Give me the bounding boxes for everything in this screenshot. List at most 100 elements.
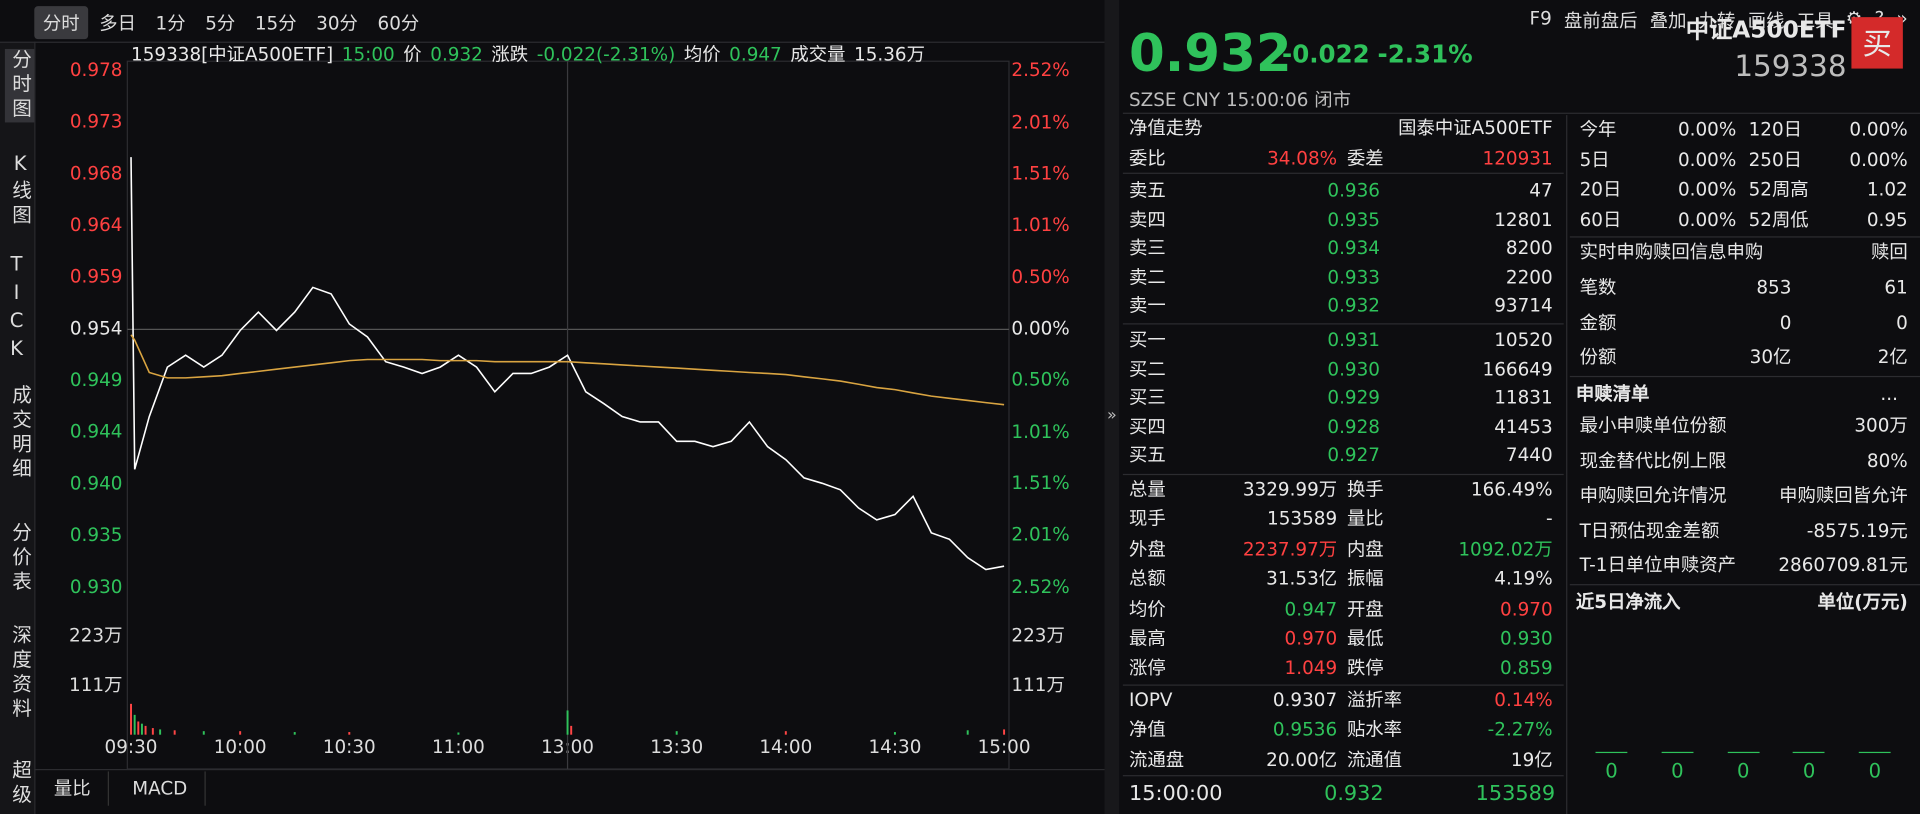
y-tick-label: 0.949 — [70, 370, 123, 391]
volume-bar — [293, 732, 296, 735]
period-tab[interactable]: 60分 — [377, 11, 420, 34]
return-label: 60日 — [1579, 208, 1622, 231]
field-value: 0.970 — [1500, 597, 1553, 620]
section-title: 近5日净流入 — [1575, 590, 1681, 613]
indicator-tab[interactable]: 量比 — [37, 771, 109, 806]
tool-button[interactable]: 盘前盘后 — [1564, 9, 1638, 32]
ask-price: 0.932 — [1327, 294, 1381, 317]
inflow-value: 0 — [1736, 759, 1750, 783]
side-tab[interactable]: 深度资料 — [8, 624, 32, 723]
ask-label: 卖一 — [1128, 294, 1166, 317]
period-tab[interactable]: 5分 — [205, 11, 236, 34]
volume-bar — [457, 732, 460, 735]
price-change: -0.022 — [1282, 39, 1370, 69]
list-value: 80% — [1866, 449, 1908, 472]
x-tick-label: 10:30 — [323, 737, 376, 758]
tool-button[interactable]: 画线 — [1747, 9, 1785, 32]
tool-button[interactable]: 九转 — [1698, 9, 1736, 32]
collapse-handle[interactable]: » — [1106, 406, 1117, 425]
y-tick-label: 0.968 — [70, 163, 123, 184]
y-tick-label: 0.978 — [70, 60, 123, 81]
divider — [1122, 112, 1920, 114]
volume-bar — [239, 731, 242, 735]
field-value: 20.00亿 — [1266, 748, 1338, 771]
period-tab[interactable]: 15分 — [254, 11, 297, 34]
volume-bar — [570, 725, 573, 735]
y2-tick-label: 2.52% — [1011, 577, 1069, 598]
tool-button[interactable]: 工具 — [1796, 9, 1834, 32]
ask-volume: 8200 — [1505, 236, 1553, 259]
side-tab[interactable]: K线图 — [8, 151, 32, 229]
return-value: 0.95 — [1866, 208, 1908, 231]
inflow-bar — [1793, 751, 1825, 754]
volume-bar — [348, 732, 351, 735]
x-tick-label: 14:30 — [868, 737, 921, 758]
side-tab[interactable]: 分价表 — [8, 521, 32, 596]
list-value: 300万 — [1854, 414, 1908, 437]
bid-price: 0.931 — [1327, 328, 1381, 351]
side-tab[interactable]: 超级 — [8, 759, 32, 809]
intraday-chart: 0.978 0.973 0.968 0.964 0.959 0.954 0.949 0.944… — [69, 60, 1070, 770]
volume-bar — [675, 731, 678, 735]
field-value: 0.14% — [1494, 688, 1553, 711]
field-value: - — [1546, 508, 1553, 531]
bid-volume: 166649 — [1482, 357, 1553, 380]
volume-bar — [151, 728, 154, 735]
tool-button[interactable]: F9 — [1529, 7, 1552, 30]
field-value: 3329.99万 — [1242, 478, 1338, 501]
splitter[interactable] — [1104, 0, 1120, 814]
y2-tick-label: 0.00% — [1011, 318, 1069, 339]
volume-bar — [966, 730, 969, 735]
y2-tick-label: 1.51% — [1011, 164, 1069, 185]
buy-label[interactable]: 买 — [1862, 26, 1892, 62]
volume-bar — [130, 703, 133, 735]
toolbar: 分时 多日 1分 5分 15分 30分 60分 — [34, 5, 1102, 39]
volume-bar — [202, 731, 205, 735]
ask-volume: 93714 — [1494, 294, 1553, 317]
period-tab[interactable]: 1分 — [155, 11, 186, 34]
bid-volume: 11831 — [1494, 386, 1553, 409]
period-tab[interactable]: 多日 — [99, 11, 136, 34]
return-label: 120日 — [1748, 118, 1803, 141]
divider — [0, 41, 1105, 43]
period-tab[interactable]: 30分 — [316, 11, 358, 34]
volume-bar — [133, 714, 136, 735]
list-label: T-1日单位申赎资产 — [1579, 554, 1737, 577]
creation-value: 0 — [1896, 311, 1908, 334]
chart-info: 159338[中证A500ETF] — [131, 43, 334, 66]
field-label: 流通盘 — [1128, 748, 1185, 771]
field-label: 总量 — [1128, 478, 1166, 501]
ask-volume: 2200 — [1505, 265, 1553, 288]
y2-tick-label: 1.01% — [1011, 422, 1069, 443]
field-label: 跌停 — [1346, 657, 1384, 680]
divider — [1569, 375, 1920, 378]
period-tab[interactable]: 分时 — [34, 5, 89, 39]
more-button[interactable]: ... — [1880, 382, 1898, 405]
list-label: 最小申赎单位份额 — [1579, 414, 1727, 437]
buy-button[interactable] — [1851, 17, 1903, 69]
field-value: 0.930 — [1500, 627, 1553, 650]
indicator-tab[interactable]: MACD — [115, 771, 206, 806]
inflow-bar — [1595, 751, 1628, 754]
return-value: 0.00% — [1677, 118, 1737, 141]
chart-info: 15:00 — [341, 43, 395, 66]
creation-value: 30亿 — [1749, 345, 1792, 368]
return-label: 5日 — [1579, 148, 1610, 171]
avg-price-line — [130, 334, 1005, 406]
inflow-value: 0 — [1671, 759, 1684, 783]
side-tab[interactable]: TICK — [4, 252, 29, 365]
tool-button[interactable]: 叠加 — [1649, 9, 1687, 32]
y2-tick-label: 1.01% — [1011, 215, 1069, 236]
y-tick-label: 0.944 — [70, 422, 123, 443]
price-change-pct: -2.31% — [1377, 39, 1473, 69]
bid-label: 买一 — [1128, 328, 1166, 351]
field-label: 振幅 — [1346, 567, 1384, 590]
creation-label: 份额 — [1579, 345, 1617, 368]
side-tab[interactable]: 成交明细 — [8, 384, 32, 483]
field-value: 2237.97万 — [1242, 537, 1338, 560]
return-label: 52周高 — [1748, 178, 1809, 201]
return-value: 0.00% — [1849, 148, 1908, 171]
side-tab[interactable]: 分时图 — [4, 48, 35, 123]
ask-volume: 12801 — [1494, 208, 1553, 231]
